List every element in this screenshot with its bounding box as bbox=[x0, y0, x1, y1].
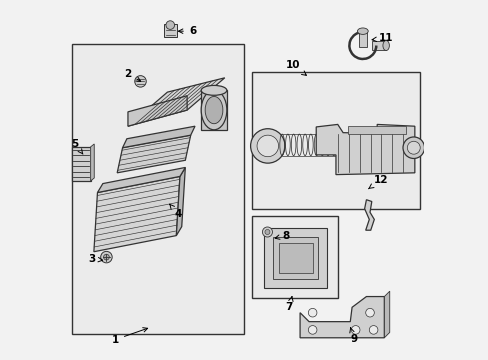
Polygon shape bbox=[128, 78, 224, 126]
Bar bbox=[72, 44, 244, 334]
Text: 10: 10 bbox=[285, 60, 306, 75]
Polygon shape bbox=[384, 291, 389, 338]
Ellipse shape bbox=[357, 28, 367, 35]
Polygon shape bbox=[122, 126, 195, 148]
Circle shape bbox=[262, 227, 272, 237]
Ellipse shape bbox=[201, 90, 226, 130]
Text: 7: 7 bbox=[285, 297, 292, 312]
Bar bbox=[358, 32, 366, 47]
Bar bbox=[371, 41, 385, 50]
Polygon shape bbox=[300, 297, 384, 338]
Polygon shape bbox=[128, 96, 187, 126]
Circle shape bbox=[257, 135, 278, 157]
Circle shape bbox=[308, 309, 316, 317]
Bar bbox=[163, 24, 176, 37]
Polygon shape bbox=[316, 125, 414, 175]
Circle shape bbox=[135, 76, 146, 87]
Circle shape bbox=[402, 137, 424, 158]
Text: 6: 6 bbox=[178, 26, 196, 36]
Ellipse shape bbox=[205, 96, 223, 124]
Bar bbox=[264, 228, 326, 288]
Text: 4: 4 bbox=[169, 204, 182, 219]
Circle shape bbox=[250, 129, 285, 163]
Polygon shape bbox=[94, 176, 180, 252]
Text: 12: 12 bbox=[368, 175, 387, 189]
Text: 8: 8 bbox=[275, 231, 289, 240]
Circle shape bbox=[365, 309, 373, 317]
Circle shape bbox=[368, 325, 377, 334]
Text: 1: 1 bbox=[112, 328, 147, 345]
Polygon shape bbox=[90, 144, 94, 181]
Polygon shape bbox=[364, 200, 373, 230]
Bar bbox=[251, 72, 419, 209]
Bar bbox=[251, 216, 337, 298]
Circle shape bbox=[101, 251, 112, 263]
Circle shape bbox=[103, 254, 109, 260]
Circle shape bbox=[351, 325, 359, 334]
Circle shape bbox=[264, 229, 269, 234]
Polygon shape bbox=[176, 167, 185, 235]
Bar bbox=[278, 243, 312, 273]
Text: 11: 11 bbox=[371, 33, 393, 43]
Polygon shape bbox=[117, 135, 190, 173]
Circle shape bbox=[407, 141, 419, 154]
Polygon shape bbox=[97, 167, 185, 193]
Text: 5: 5 bbox=[71, 139, 83, 154]
Text: 3: 3 bbox=[88, 254, 102, 264]
Polygon shape bbox=[201, 90, 226, 130]
Bar bbox=[72, 147, 90, 181]
Text: 9: 9 bbox=[349, 328, 357, 343]
Bar bbox=[273, 237, 317, 279]
Circle shape bbox=[165, 21, 174, 30]
Ellipse shape bbox=[201, 85, 226, 95]
Text: 2: 2 bbox=[124, 69, 141, 81]
Ellipse shape bbox=[382, 41, 388, 50]
Circle shape bbox=[308, 325, 316, 334]
Bar bbox=[348, 126, 405, 134]
